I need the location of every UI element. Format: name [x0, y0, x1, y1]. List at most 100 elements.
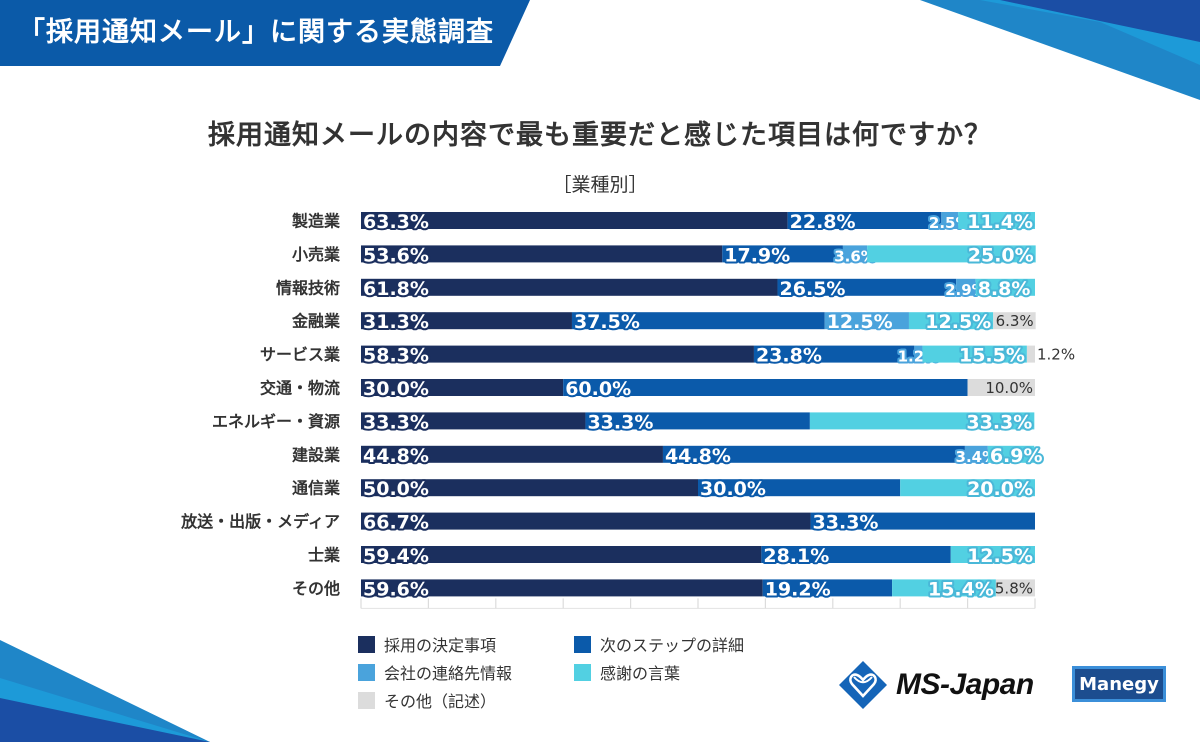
bar-segment: [698, 479, 901, 497]
data-label: 58.3%: [363, 345, 429, 367]
data-label: 6.9%: [990, 445, 1043, 467]
data-label: 50.0%: [363, 478, 429, 500]
data-label: 33.3%: [813, 512, 879, 534]
legend-item-other: その他（記述）: [358, 688, 496, 712]
legend-item-next-steps: 次のステップの詳細: [574, 632, 744, 656]
data-label: 28.1%: [763, 545, 829, 567]
category-label: 通信業: [292, 479, 341, 498]
ms-japan-wordmark: MS-Japan: [896, 668, 1034, 701]
chart-subtitle: ［業種別］: [552, 174, 648, 196]
legend-label-contact: 会社の連絡先情報: [384, 664, 513, 683]
data-label: 30.0%: [363, 378, 429, 400]
bar-segment: [824, 312, 909, 330]
data-label: 10.0%: [985, 379, 1033, 397]
bar-segment: [585, 412, 810, 430]
data-label: 3.4%: [956, 448, 998, 466]
bar-segment: [361, 379, 564, 396]
bar-segment: [571, 312, 825, 330]
category-label: 金融業: [291, 312, 341, 331]
bar-segment: [987, 445, 1035, 463]
bar-segment: [777, 278, 957, 296]
data-label: 17.9%: [724, 244, 790, 266]
bar-segment: [361, 212, 788, 229]
bar-segment: [361, 312, 572, 330]
bar-segment: [975, 278, 1035, 296]
bar-segment: [900, 479, 1035, 497]
legend-swatch-next-steps: [574, 635, 591, 653]
bar-segment: [941, 212, 959, 229]
bar-segment: [810, 512, 1035, 530]
bar-segment: [662, 445, 965, 463]
data-label: 30.0%: [700, 478, 766, 500]
data-label: 1.2%: [1037, 346, 1075, 364]
data-label: 33.3%: [587, 411, 653, 433]
data-label: 6.3%: [996, 312, 1034, 330]
data-label: 66.7%: [363, 512, 429, 534]
chart-question-title: 採用通知メールの内容で最も重要だと感じた項目は何ですか？: [208, 120, 992, 151]
legend-swatch-contact: [358, 663, 375, 681]
category-label: その他: [292, 579, 340, 598]
banner-background: [0, 0, 530, 66]
bar-segment: [956, 278, 976, 296]
category-label: 製造業: [291, 212, 341, 231]
bar-segment: [361, 345, 754, 363]
category-label: エネルギー・資源: [212, 412, 340, 431]
bar-segment: [922, 345, 1027, 363]
legend-swatch-thanks: [574, 663, 591, 681]
legend-label-thanks: 感謝の言葉: [600, 664, 681, 683]
data-label: 37.5%: [574, 311, 640, 333]
category-label: 士業: [308, 546, 341, 565]
data-label: 12.5%: [925, 311, 991, 333]
bar-segment: [995, 579, 1035, 597]
bar-segment: [809, 412, 1035, 430]
bar-segment: [361, 412, 586, 430]
bar-segment: [361, 512, 811, 530]
data-label: 26.5%: [780, 278, 846, 300]
data-label: 15.5%: [959, 345, 1025, 367]
bar-segment: [842, 245, 868, 263]
legend-label-decision: 採用の決定事項: [384, 636, 497, 655]
manegy-logo: Manegy: [1072, 666, 1166, 702]
data-label: 33.3%: [966, 411, 1032, 433]
data-label: 59.6%: [363, 578, 429, 600]
data-label: 15.4%: [928, 578, 994, 600]
data-label: 22.8%: [790, 211, 856, 233]
data-label: 59.4%: [363, 545, 429, 567]
bar-segment: [361, 479, 698, 497]
category-label: 放送・出版・メディア: [180, 512, 340, 531]
bar-segment: [753, 345, 915, 363]
bar-segment: [914, 345, 923, 363]
data-label: 60.0%: [565, 378, 631, 400]
legend-swatch-decision: [358, 635, 375, 653]
bar-segment: [1026, 345, 1035, 363]
bar-segment: [993, 312, 1036, 330]
header-banner: 「採用通知メール」に関する実態調査: [0, 0, 530, 66]
data-label: 53.6%: [363, 244, 429, 266]
bar-segment: [892, 579, 996, 597]
category-label: サービス業: [260, 345, 341, 364]
data-label: 44.8%: [363, 445, 429, 467]
data-label: 11.4%: [967, 211, 1033, 233]
legend-label-other: その他（記述）: [384, 692, 497, 711]
bar-segment: [722, 245, 843, 263]
bar-segment: [361, 278, 778, 296]
top-right-decoration: [920, 0, 1200, 100]
data-label: 23.8%: [756, 345, 822, 367]
bar-segment: [762, 579, 893, 597]
bottom-left-decoration: [0, 640, 210, 742]
bar-segment: [361, 579, 763, 597]
ms-japan-heart-icon: [839, 661, 887, 709]
category-label: 情報技術: [276, 278, 340, 297]
bar-segment: [964, 445, 988, 463]
bar-segment: [361, 245, 723, 263]
legend-item-decision: 採用の決定事項: [358, 632, 496, 656]
data-label: 61.8%: [363, 278, 429, 300]
bar-segment: [967, 379, 1035, 396]
data-label: 63.3%: [363, 211, 429, 233]
bar-segment: [761, 546, 951, 563]
bar-segment: [908, 312, 994, 330]
data-label: 8.8%: [978, 278, 1031, 300]
bar-segment: [563, 379, 968, 396]
data-label: 31.3%: [363, 311, 429, 333]
data-label: 19.2%: [765, 578, 831, 600]
